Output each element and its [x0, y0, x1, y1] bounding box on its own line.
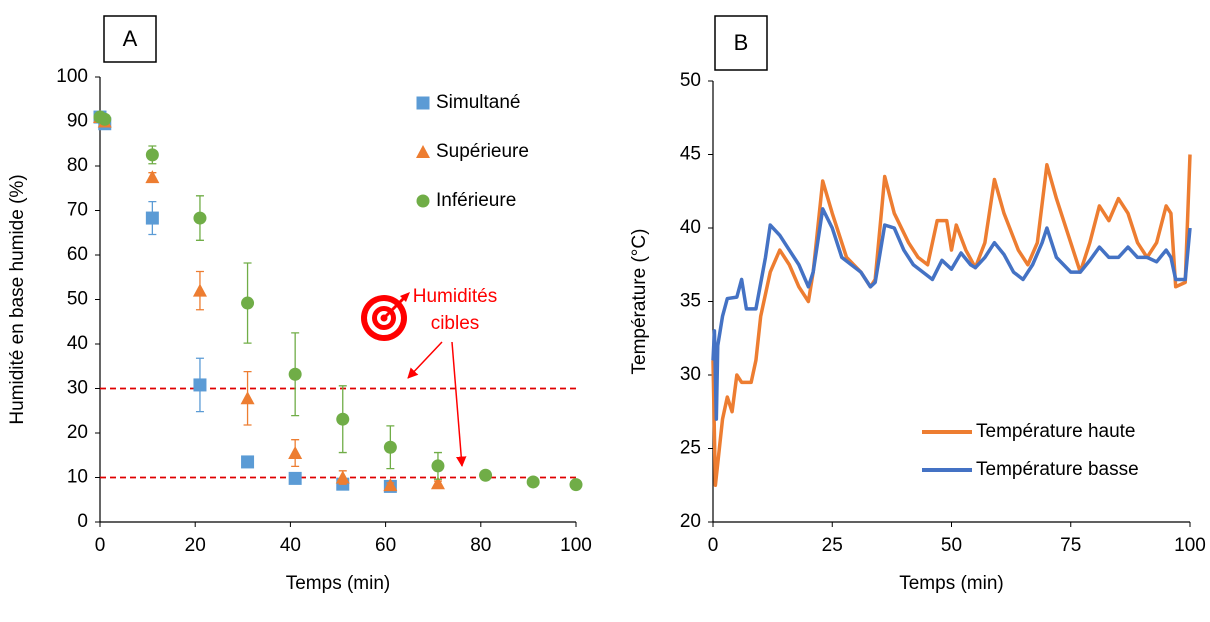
y-tick-label: 90 — [67, 111, 88, 132]
legend-label: Supérieure — [436, 141, 529, 162]
y-axis-title: Température (°C) — [629, 229, 650, 375]
marker — [383, 478, 398, 492]
y-tick-label: 20 — [67, 422, 88, 443]
panel-label: A — [123, 26, 138, 51]
x-tick-label: 60 — [375, 535, 396, 556]
x-tick-label: 75 — [1060, 535, 1081, 556]
marker — [288, 446, 303, 460]
marker — [288, 471, 302, 485]
legend-label: Température haute — [976, 421, 1136, 442]
marker — [479, 468, 493, 482]
y-tick-label: 20 — [680, 511, 701, 532]
legend-label: Inférieure — [436, 190, 516, 211]
marker — [431, 459, 445, 473]
marker — [416, 194, 430, 208]
marker — [241, 455, 255, 469]
marker — [416, 145, 430, 158]
marker — [145, 170, 160, 184]
y-tick-label: 50 — [680, 70, 701, 91]
marker — [526, 475, 540, 489]
y-tick-label: 40 — [680, 217, 701, 238]
y-axis-title: Humidité en base humide (%) — [7, 174, 28, 424]
marker — [241, 296, 255, 310]
marker — [569, 478, 583, 492]
marker — [335, 470, 350, 484]
x-tick-label: 25 — [822, 535, 843, 556]
legend-label: Simultané — [436, 92, 521, 113]
x-tick-label: 80 — [470, 535, 491, 556]
marker — [192, 283, 207, 297]
marker — [240, 391, 255, 405]
x-tick-label: 0 — [708, 535, 719, 556]
y-tick-label: 35 — [680, 291, 701, 312]
target-icon — [361, 292, 410, 341]
y-tick-label: 100 — [56, 66, 88, 87]
x-tick-label: 100 — [1174, 535, 1206, 556]
marker — [193, 211, 207, 225]
marker — [383, 440, 397, 454]
marker — [193, 378, 207, 392]
marker — [288, 367, 302, 381]
y-tick-label: 45 — [680, 144, 701, 165]
x-tick-label: 40 — [280, 535, 301, 556]
y-tick-label: 40 — [67, 333, 88, 354]
y-tick-label: 60 — [67, 244, 88, 265]
line — [711, 207, 1192, 421]
line — [711, 154, 1192, 487]
y-tick-label: 30 — [680, 364, 701, 385]
y-tick-label: 0 — [77, 511, 88, 532]
legend-label: Température basse — [976, 459, 1139, 480]
x-axis-title: Temps (min) — [899, 573, 1004, 594]
panel-label: B — [734, 30, 749, 55]
marker — [145, 148, 159, 162]
y-tick-label: 70 — [67, 200, 88, 221]
y-tick-label: 10 — [67, 467, 88, 488]
x-axis-title: Temps (min) — [286, 573, 391, 594]
x-tick-label: 100 — [560, 535, 592, 556]
y-tick-label: 80 — [67, 155, 88, 176]
arrow — [451, 341, 467, 468]
x-tick-label: 50 — [941, 535, 962, 556]
marker — [336, 412, 350, 426]
panel-label-box — [103, 15, 157, 63]
marker — [416, 96, 430, 110]
panel-label-box — [714, 15, 768, 71]
arrow — [407, 341, 443, 379]
annotation-line: cibles — [431, 313, 480, 334]
marker — [430, 476, 445, 490]
marker — [98, 112, 112, 126]
x-tick-label: 20 — [185, 535, 206, 556]
marker — [145, 211, 159, 225]
annotation-line: Humidités — [413, 286, 497, 307]
y-tick-label: 30 — [67, 378, 88, 399]
x-tick-label: 0 — [95, 535, 106, 556]
y-tick-label: 25 — [680, 438, 701, 459]
y-tick-label: 50 — [67, 289, 88, 310]
annotation: Humidités cibles — [413, 286, 497, 334]
